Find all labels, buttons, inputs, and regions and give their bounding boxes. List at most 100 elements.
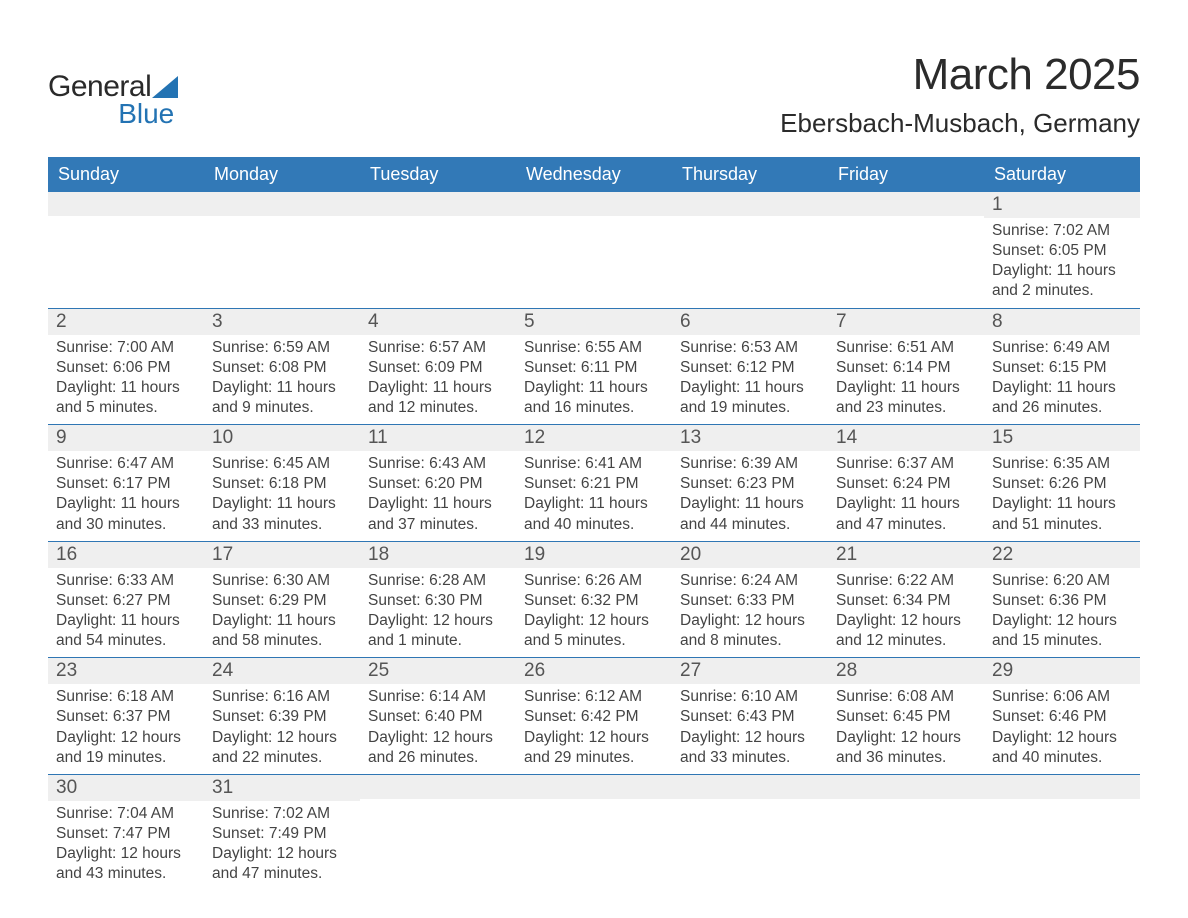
calendar-day-cell (828, 192, 984, 308)
calendar-day-cell: 11Sunrise: 6:43 AMSunset: 6:20 PMDayligh… (360, 425, 516, 541)
calendar-week: 30Sunrise: 7:04 AMSunset: 7:47 PMDayligh… (48, 775, 1140, 891)
day-number-row: 27 (672, 658, 828, 684)
day-sunrise: Sunrise: 6:39 AM (680, 454, 820, 474)
day-number: 10 (212, 427, 233, 448)
day-daylight: Daylight: 11 hours and 40 minutes. (524, 494, 664, 534)
page-subtitle: Ebersbach-Musbach, Germany (780, 108, 1140, 139)
day-number-row: 6 (672, 309, 828, 335)
logo-text-blue: Blue (48, 98, 174, 130)
calendar-day-cell: 13Sunrise: 6:39 AMSunset: 6:23 PMDayligh… (672, 425, 828, 541)
day-number-row: 11 (360, 425, 516, 451)
calendar-day-cell: 21Sunrise: 6:22 AMSunset: 6:34 PMDayligh… (828, 542, 984, 658)
day-number: 27 (680, 660, 701, 681)
weekday-label: Tuesday (360, 157, 516, 192)
day-sunset: Sunset: 6:23 PM (680, 474, 820, 494)
day-sunrise: Sunrise: 7:02 AM (992, 221, 1132, 241)
day-number-row: 16 (48, 542, 204, 568)
day-sunrise: Sunrise: 6:24 AM (680, 571, 820, 591)
day-daylight: Daylight: 11 hours and 9 minutes. (212, 378, 352, 418)
day-sunset: Sunset: 6:21 PM (524, 474, 664, 494)
day-number-row: 28 (828, 658, 984, 684)
day-daylight: Daylight: 12 hours and 8 minutes. (680, 611, 820, 651)
day-number: 28 (836, 660, 857, 681)
calendar-day-cell (516, 192, 672, 308)
day-sunset: Sunset: 6:33 PM (680, 591, 820, 611)
day-sunrise: Sunrise: 6:10 AM (680, 687, 820, 707)
calendar-day-cell: 10Sunrise: 6:45 AMSunset: 6:18 PMDayligh… (204, 425, 360, 541)
logo: General Blue (48, 70, 178, 130)
day-number: 17 (212, 544, 233, 565)
day-sunrise: Sunrise: 6:30 AM (212, 571, 352, 591)
empty-day-strip (360, 775, 516, 799)
calendar-week: 9Sunrise: 6:47 AMSunset: 6:17 PMDaylight… (48, 425, 1140, 542)
day-daylight: Daylight: 11 hours and 30 minutes. (56, 494, 196, 534)
weekday-label: Wednesday (516, 157, 672, 192)
empty-day-strip (828, 775, 984, 799)
day-sunset: Sunset: 6:43 PM (680, 707, 820, 727)
day-sunset: Sunset: 6:34 PM (836, 591, 976, 611)
day-sunrise: Sunrise: 6:28 AM (368, 571, 508, 591)
day-daylight: Daylight: 12 hours and 5 minutes. (524, 611, 664, 651)
day-daylight: Daylight: 11 hours and 37 minutes. (368, 494, 508, 534)
page-title: March 2025 (780, 50, 1140, 100)
empty-day-strip (984, 775, 1140, 799)
calendar-day-cell (360, 192, 516, 308)
weekday-label: Friday (828, 157, 984, 192)
calendar-day-cell: 9Sunrise: 6:47 AMSunset: 6:17 PMDaylight… (48, 425, 204, 541)
day-number-row: 22 (984, 542, 1140, 568)
day-daylight: Daylight: 12 hours and 40 minutes. (992, 728, 1132, 768)
calendar-day-cell: 25Sunrise: 6:14 AMSunset: 6:40 PMDayligh… (360, 658, 516, 774)
day-daylight: Daylight: 12 hours and 43 minutes. (56, 844, 196, 884)
weekday-label: Monday (204, 157, 360, 192)
calendar-day-cell: 17Sunrise: 6:30 AMSunset: 6:29 PMDayligh… (204, 542, 360, 658)
calendar-day-cell: 19Sunrise: 6:26 AMSunset: 6:32 PMDayligh… (516, 542, 672, 658)
day-sunset: Sunset: 6:20 PM (368, 474, 508, 494)
day-sunrise: Sunrise: 6:37 AM (836, 454, 976, 474)
day-number-row: 1 (984, 192, 1140, 218)
empty-day-strip (672, 775, 828, 799)
calendar-body: 1Sunrise: 7:02 AMSunset: 6:05 PMDaylight… (48, 192, 1140, 890)
day-daylight: Daylight: 11 hours and 54 minutes. (56, 611, 196, 651)
day-sunrise: Sunrise: 6:12 AM (524, 687, 664, 707)
day-number-row: 13 (672, 425, 828, 451)
day-sunrise: Sunrise: 7:02 AM (212, 804, 352, 824)
day-sunset: Sunset: 6:36 PM (992, 591, 1132, 611)
calendar-day-cell: 8Sunrise: 6:49 AMSunset: 6:15 PMDaylight… (984, 309, 1140, 425)
day-daylight: Daylight: 12 hours and 36 minutes. (836, 728, 976, 768)
day-sunrise: Sunrise: 6:41 AM (524, 454, 664, 474)
day-daylight: Daylight: 12 hours and 26 minutes. (368, 728, 508, 768)
calendar-day-cell (672, 775, 828, 891)
day-number-row: 18 (360, 542, 516, 568)
day-sunset: Sunset: 6:45 PM (836, 707, 976, 727)
day-daylight: Daylight: 11 hours and 33 minutes. (212, 494, 352, 534)
day-number: 13 (680, 427, 701, 448)
day-number: 1 (992, 194, 1003, 215)
day-number: 9 (56, 427, 67, 448)
day-number-row: 7 (828, 309, 984, 335)
day-number-row: 8 (984, 309, 1140, 335)
day-sunrise: Sunrise: 6:55 AM (524, 338, 664, 358)
day-sunset: Sunset: 6:40 PM (368, 707, 508, 727)
day-daylight: Daylight: 11 hours and 47 minutes. (836, 494, 976, 534)
day-daylight: Daylight: 12 hours and 47 minutes. (212, 844, 352, 884)
weekday-label: Thursday (672, 157, 828, 192)
calendar-day-cell (204, 192, 360, 308)
day-sunset: Sunset: 6:18 PM (212, 474, 352, 494)
calendar-day-cell: 4Sunrise: 6:57 AMSunset: 6:09 PMDaylight… (360, 309, 516, 425)
day-number-row: 21 (828, 542, 984, 568)
day-daylight: Daylight: 11 hours and 5 minutes. (56, 378, 196, 418)
calendar-day-cell: 2Sunrise: 7:00 AMSunset: 6:06 PMDaylight… (48, 309, 204, 425)
day-number-row: 15 (984, 425, 1140, 451)
empty-day-strip (204, 192, 360, 216)
day-number: 22 (992, 544, 1013, 565)
day-daylight: Daylight: 11 hours and 23 minutes. (836, 378, 976, 418)
day-number: 12 (524, 427, 545, 448)
day-daylight: Daylight: 11 hours and 19 minutes. (680, 378, 820, 418)
day-number: 6 (680, 311, 691, 332)
calendar-day-cell: 31Sunrise: 7:02 AMSunset: 7:49 PMDayligh… (204, 775, 360, 891)
day-sunset: Sunset: 6:27 PM (56, 591, 196, 611)
day-sunrise: Sunrise: 6:14 AM (368, 687, 508, 707)
calendar-day-cell (984, 775, 1140, 891)
day-number: 24 (212, 660, 233, 681)
day-number-row: 29 (984, 658, 1140, 684)
